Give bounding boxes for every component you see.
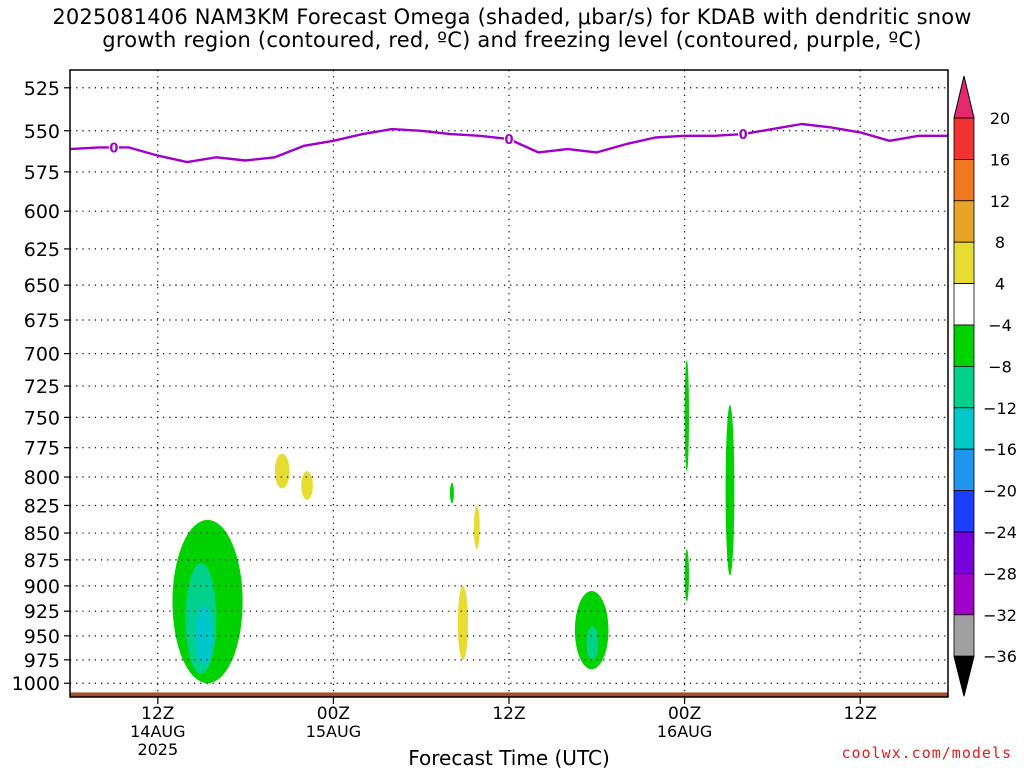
colorbar-label-2: 16 [990, 150, 1010, 169]
y-tick-label-725: 725 [24, 376, 60, 398]
x-tick-label-4: 00Z [668, 704, 701, 724]
y-tick-label-875: 875 [24, 550, 60, 572]
y-tick-label-750: 750 [24, 407, 60, 429]
colorbar-bin-11 [953, 531, 975, 574]
colorbar-bin-3 [953, 200, 975, 243]
omega-shading-layer [70, 360, 948, 697]
y-tick-label-925: 925 [24, 601, 60, 623]
colorbar-bin-13 [953, 614, 975, 657]
colorbar-bin-12 [953, 573, 975, 616]
y-tick-label-900: 900 [24, 576, 60, 598]
freezing-label-bg-1 [108, 139, 119, 156]
x-tick-sublabel-2-1: 15AUG [306, 722, 361, 741]
y-tick-label-850: 850 [24, 523, 60, 545]
y-tick-label-800: 800 [24, 467, 60, 489]
y-tick-label-575: 575 [24, 162, 60, 184]
chart-title-line-1: 2025081406 NAM3KM Forecast Omega (shaded… [52, 5, 972, 29]
colorbar-label-4: 8 [995, 233, 1005, 252]
x-tick-label-3: 12Z [492, 704, 525, 724]
omega-region-10 [586, 626, 599, 660]
credit-text: coolwx.com/models [841, 744, 1012, 762]
omega-region-12 [684, 549, 689, 602]
omega-region-11 [684, 360, 689, 472]
y-tick-label-825: 825 [24, 495, 60, 517]
freezing-label-bg-3 [738, 126, 749, 143]
colorbar-label-5: 4 [995, 275, 1005, 294]
colorbar-bin-6 [953, 324, 975, 367]
colorbar-bin-1 [953, 117, 975, 160]
y-tick-label-525: 525 [24, 78, 60, 100]
colorbar-bin-2 [953, 158, 975, 202]
x-tick-label-5: 12Z [844, 704, 877, 724]
surface-terrain [70, 692, 948, 697]
colorbar: 20 16 12 8 4 −4 −8 −12 −16 −20 −24 −28 −32 −36 [953, 75, 1017, 697]
omega-region-8 [473, 505, 480, 550]
colorbar-label-14: −36 [983, 647, 1017, 666]
freezing-level-label-1: 0 [109, 141, 118, 156]
colorbar-label-8: −12 [983, 399, 1017, 418]
grid-layer [70, 70, 948, 697]
omega-region-6 [449, 482, 454, 504]
colorbar-label-13: −32 [983, 606, 1017, 625]
chart-title-line-2: growth region (contoured, red, ºC) and f… [102, 28, 922, 52]
colorbar-label-3: 12 [990, 192, 1010, 211]
freezing-level-label-3: 0 [739, 128, 748, 143]
pressure-axis: 525 550 575 600 625 650 675 700 725 750 775 800 825 8… [12, 78, 70, 695]
x-tick-label-2: 00Z [317, 704, 350, 724]
y-tick-label-550: 550 [24, 121, 60, 143]
y-tick-label-650: 650 [24, 275, 60, 297]
colorbar-bin-9 [953, 448, 975, 492]
colorbar-label-9: −16 [983, 440, 1017, 459]
x-tick-sublabel-1-1: 14AUG [130, 722, 185, 741]
x-axis-title: Forecast Time (UTC) [408, 746, 610, 768]
omega-region-13 [725, 404, 735, 576]
colorbar-bin-7 [953, 365, 975, 409]
x-tick-sublabel-1-2: 2025 [137, 740, 178, 759]
colorbar-over-arrow [953, 75, 975, 119]
colorbar-label-10: −20 [983, 482, 1017, 501]
omega-region-7 [457, 585, 469, 660]
y-tick-label-600: 600 [24, 201, 60, 223]
colorbar-under-arrow [953, 655, 975, 697]
colorbar-label-1: 20 [990, 109, 1010, 128]
colorbar-label-11: −24 [983, 523, 1017, 542]
y-tick-label-675: 675 [24, 310, 60, 332]
freezing-level-layer: 0 0 0 [70, 122, 948, 164]
colorbar-bin-10 [953, 490, 975, 533]
y-tick-label-700: 700 [24, 344, 60, 366]
colorbar-label-6: −4 [988, 316, 1012, 335]
colorbar-bin-5 [953, 283, 975, 326]
freezing-level-label-2: 0 [504, 133, 513, 148]
chart-title: 2025081406 NAM3KM Forecast Omega (shaded… [0, 6, 1024, 52]
y-tick-label-625: 625 [24, 239, 60, 261]
colorbar-label-7: −8 [988, 357, 1012, 376]
x-tick-label-1: 12Z [141, 704, 174, 724]
colorbar-bin-4 [953, 241, 975, 284]
y-tick-label-975: 975 [24, 650, 60, 672]
colorbar-label-12: −28 [983, 564, 1017, 583]
freezing-label-bg-2 [504, 131, 514, 148]
y-tick-label-950: 950 [24, 626, 60, 648]
colorbar-bin-8 [953, 407, 975, 450]
omega-region-3 [194, 606, 214, 665]
y-tick-label-1000: 1000 [12, 673, 60, 695]
y-tick-label-775: 775 [24, 438, 60, 460]
x-tick-sublabel-4-1: 16AUG [657, 722, 712, 741]
omega-region-4 [274, 453, 290, 489]
omega-region-5 [301, 471, 313, 500]
